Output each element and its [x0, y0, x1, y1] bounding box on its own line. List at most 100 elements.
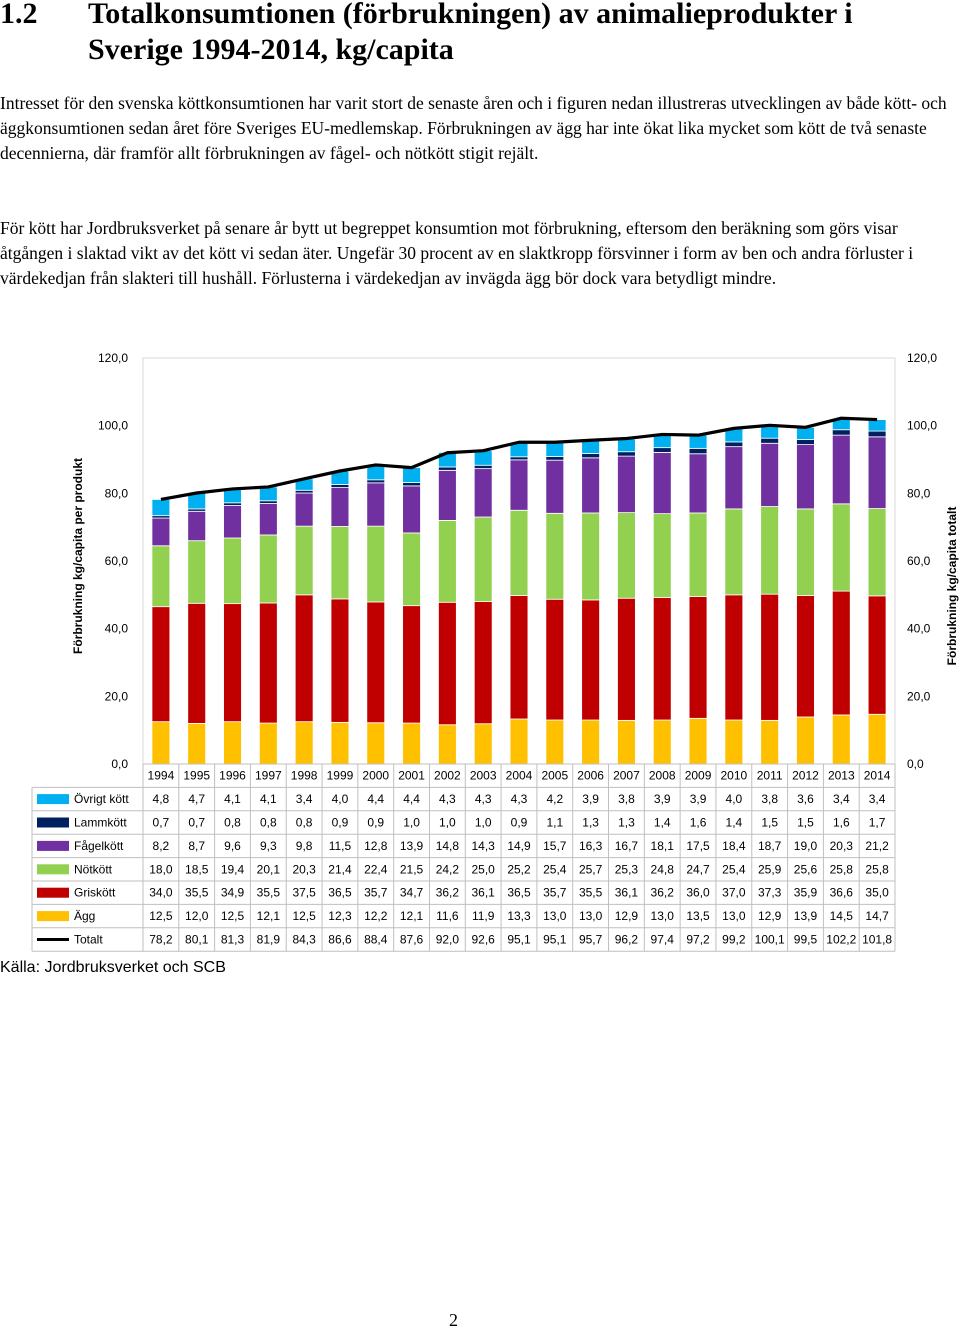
table-cell: 1,6	[833, 816, 850, 830]
table-cell: 13,3	[507, 909, 531, 923]
total-line	[160, 416, 878, 501]
table-cell: 4,1	[260, 792, 277, 806]
table-cell: 1,0	[475, 816, 492, 830]
bar-segment	[151, 499, 171, 517]
bar-segment	[724, 441, 744, 448]
bar-segment	[402, 605, 421, 724]
table-cell: 12,0	[185, 909, 209, 923]
source-note: Källa: Jordbruksverket och SCB	[0, 959, 226, 976]
bar-segment	[330, 598, 350, 723]
bar-segment	[509, 718, 529, 765]
table-cell: 12,1	[257, 909, 281, 923]
table-cell: 36,5	[328, 886, 352, 900]
x-tick-label: 1994	[148, 769, 175, 783]
table-cell: 4,2	[546, 792, 563, 806]
bar-segment	[545, 459, 565, 514]
bar-segment	[867, 595, 887, 715]
table-cell: 1,0	[403, 816, 420, 830]
x-tick-label: 2009	[685, 769, 712, 783]
table-cell: 24,7	[686, 862, 710, 876]
legend-label: Övrigt kött	[74, 792, 129, 806]
bar-segment	[223, 721, 242, 765]
table-cell: 8,7	[188, 839, 205, 853]
legend-key	[37, 887, 69, 898]
table-cell: 37,5	[292, 886, 316, 900]
bar-segment	[831, 503, 851, 592]
y-axis-title-right: Förbrukning kg/capita totalt	[945, 507, 959, 666]
table-cell: 4,7	[188, 792, 205, 806]
table-cell: 0,8	[296, 816, 313, 830]
table-cell: 99,5	[794, 933, 818, 947]
bar-segment	[796, 595, 815, 718]
x-tick-label: 2007	[613, 769, 640, 783]
bar-segment	[366, 525, 386, 603]
y-tick-label-right: 0,0	[907, 757, 924, 771]
table-cell: 22,4	[364, 862, 388, 876]
bar-segment	[438, 724, 457, 765]
bar-segment	[366, 482, 386, 527]
x-tick-label: 2005	[541, 769, 568, 783]
table-cell: 3,8	[761, 792, 778, 806]
table-cell: 4,1	[224, 792, 241, 806]
table-cell: 9,8	[296, 839, 313, 853]
table-cell: 1,5	[761, 816, 778, 830]
bar-segment	[187, 723, 207, 765]
table-cell: 36,5	[507, 886, 531, 900]
x-tick-label: 2013	[828, 769, 855, 783]
table-cell: 13,0	[543, 909, 567, 923]
bar-segment	[330, 526, 350, 600]
bar-segment	[760, 437, 780, 444]
legend-label: Nötkött	[74, 862, 113, 876]
x-tick-label: 2004	[506, 769, 533, 783]
table-cell: 1,3	[618, 816, 635, 830]
table-cell: 8,2	[153, 839, 170, 853]
table-cell: 96,2	[615, 933, 639, 947]
heading-line-1: Totalkonsumtionen (förbrukningen) av ani…	[88, 0, 853, 30]
table-cell: 35,0	[865, 886, 889, 900]
table-cell: 12,5	[292, 909, 316, 923]
table-cell: 36,1	[472, 886, 496, 900]
y-tick-label-right: 100,0	[907, 419, 937, 433]
table-cell: 25,8	[865, 862, 889, 876]
intro-paragraph: Intresset för den svenska köttkonsumtion…	[0, 93, 947, 163]
table-cell: 4,0	[726, 792, 743, 806]
table-cell: 4,3	[511, 792, 528, 806]
table-cell: 20,3	[292, 862, 316, 876]
bar-segment	[366, 479, 386, 484]
table-cell: 3,4	[833, 792, 850, 806]
y-tick-label-left: 40,0	[105, 622, 129, 636]
x-tick-label: 2002	[434, 769, 461, 783]
bar-segment	[796, 716, 815, 765]
bar-segment	[294, 594, 314, 723]
table-cell: 35,7	[543, 886, 567, 900]
legend-key	[37, 794, 69, 805]
table-cell: 95,1	[507, 933, 531, 947]
table-cell: 13,0	[579, 909, 603, 923]
table-cell: 15,7	[543, 839, 567, 853]
bar-segment	[796, 426, 815, 440]
table-cell: 25,4	[722, 862, 746, 876]
table-cell: 14,7	[865, 909, 889, 923]
bar-segment	[545, 512, 565, 600]
table-cell: 25,8	[830, 862, 854, 876]
table-cell: 1,6	[690, 816, 707, 830]
bar-segment	[545, 719, 565, 765]
table-cell: 12,1	[400, 909, 424, 923]
table-cell: 25,3	[615, 862, 639, 876]
table-cell: 11,5	[329, 839, 352, 853]
table-cell: 13,9	[400, 839, 424, 853]
bar-segment	[151, 545, 171, 608]
bar-segment	[581, 512, 600, 601]
table-cell: 35,9	[794, 886, 818, 900]
bar-segment	[258, 602, 278, 724]
table-cell: 12,9	[615, 909, 639, 923]
bar-segment	[617, 719, 636, 765]
y-tick-label-left: 80,0	[105, 486, 129, 500]
table-cell: 1,3	[582, 816, 599, 830]
bar-segment	[688, 596, 708, 719]
bar-segment	[258, 534, 278, 604]
y-tick-label-right: 60,0	[907, 554, 931, 568]
bar-segment	[867, 436, 887, 509]
table-cell: 21,5	[400, 862, 424, 876]
